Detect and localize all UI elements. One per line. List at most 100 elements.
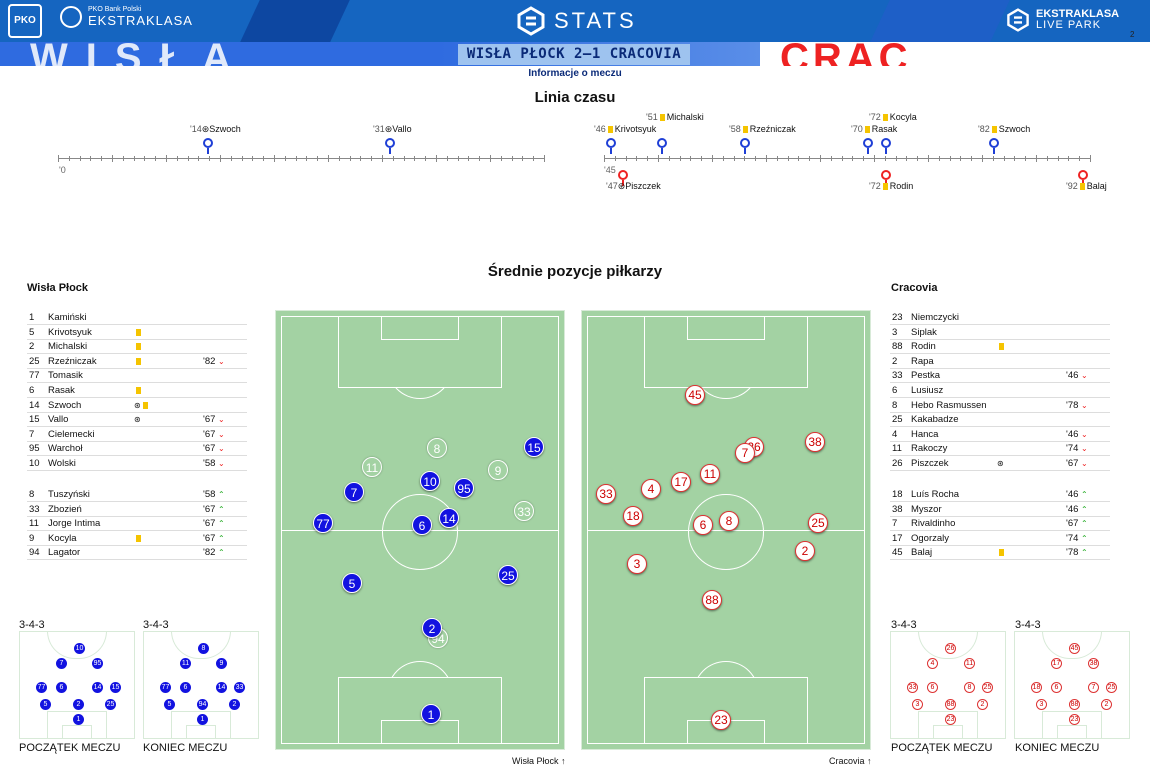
player-marker[interactable]: 5 <box>342 573 362 593</box>
lineup-row[interactable]: 18 Luís Rocha '46 ⌃ <box>890 488 1110 502</box>
lineup-row[interactable]: 7 Cielemecki '67 ⌄ <box>27 428 247 442</box>
player-marker[interactable]: 18 <box>623 506 643 526</box>
lineup-row[interactable]: 5 Krivotsyuk <box>27 326 247 340</box>
player-marker[interactable]: 6 <box>412 515 432 535</box>
lineup-row[interactable]: 15 Vallo ⊛ '67 ⌄ <box>27 413 247 428</box>
lineup-row[interactable]: 2 Michalski <box>27 340 247 355</box>
player-marker[interactable]: 14 <box>439 508 459 528</box>
player-marker[interactable]: 23 <box>711 710 731 730</box>
timeline-pin-icon[interactable] <box>1078 170 1088 186</box>
timeline-tick <box>360 156 362 161</box>
player-marker[interactable]: 1 <box>421 704 441 724</box>
timeline-pin-icon[interactable] <box>989 138 999 154</box>
timeline-tick <box>938 156 940 161</box>
goal-icon: ⊛ <box>201 124 210 134</box>
timeline-tick <box>133 156 135 161</box>
lineup-row[interactable]: 8 Tuszyński '58 ⌃ <box>27 488 247 502</box>
timeline-pin-icon[interactable] <box>385 138 395 154</box>
lineup-row[interactable]: 6 Lusiusz <box>890 384 1110 398</box>
lineup-row[interactable]: 7 Rivaldinho '67 ⌃ <box>890 517 1110 532</box>
timeline-pin-icon[interactable] <box>618 170 628 186</box>
timeline-tick <box>446 156 448 161</box>
lineup-row[interactable]: 25 Kakabadze <box>890 413 1110 428</box>
league-sponsor: PKO Bank Polski <box>88 6 142 13</box>
player-marker[interactable]: 7 <box>344 482 364 502</box>
lineup-row[interactable]: 11 Jorge Intima '67 ⌃ <box>27 517 247 532</box>
match-info-link[interactable]: Informacje o meczu <box>528 68 622 79</box>
timeline-tick <box>436 155 437 162</box>
timeline-tick <box>58 155 59 162</box>
player-number: 26 <box>892 458 903 469</box>
lineup-row[interactable]: 2 Rapa <box>890 355 1110 369</box>
player-marker[interactable]: 33 <box>596 484 616 504</box>
timeline-pin-icon[interactable] <box>657 138 667 154</box>
lineup-row[interactable]: 4 Hanca '46 ⌄ <box>890 428 1110 442</box>
player-marker[interactable]: 25 <box>498 565 518 585</box>
player-marker[interactable]: 15 <box>524 437 544 457</box>
player-marker[interactable]: 3 <box>627 554 647 574</box>
timeline-pin-icon[interactable] <box>881 138 891 154</box>
player-marker[interactable]: 7 <box>735 443 755 463</box>
timeline-tick <box>1036 155 1037 162</box>
player-marker[interactable]: 38 <box>805 432 825 452</box>
player-marker[interactable]: 33 <box>514 501 534 521</box>
formation-board: 26 4 11 33 6 8 25 3 88 2 23 <box>890 631 1006 739</box>
player-marker[interactable]: 77 <box>313 513 333 533</box>
player-marker[interactable]: 17 <box>671 472 691 492</box>
yellow-card-icon <box>136 328 141 336</box>
player-marker[interactable]: 95 <box>454 478 474 498</box>
lineup-row[interactable]: 17 Ogorzaly '74 ⌃ <box>890 532 1110 546</box>
player-marker[interactable]: 10 <box>420 471 440 491</box>
yellow-card-icon <box>136 357 141 365</box>
event-minute: '47 <box>606 181 618 191</box>
player-name: Luís Rocha <box>911 489 960 500</box>
lineup-row[interactable]: 10 Wolski '58 ⌄ <box>27 457 247 471</box>
timeline-pin-icon[interactable] <box>881 170 891 186</box>
timeline-pin-icon[interactable] <box>203 138 213 154</box>
lineup-row[interactable]: 3 Siplak <box>890 326 1110 340</box>
lineup-row[interactable]: 33 Pestka '46 ⌄ <box>890 369 1110 384</box>
yellow-card-icon <box>136 343 141 351</box>
lineup-row[interactable]: 77 Tomasik <box>27 369 247 384</box>
timeline-pin-icon[interactable] <box>740 138 750 154</box>
lineup-row[interactable]: 14 Szwoch ⊛ <box>27 399 247 413</box>
timeline-pin-icon[interactable] <box>863 138 873 154</box>
player-marker[interactable]: 9 <box>488 460 508 480</box>
player-marker[interactable]: 25 <box>808 513 828 533</box>
formation-player: 7 <box>56 658 67 669</box>
player-marker[interactable]: 6 <box>693 515 713 535</box>
lineup-row[interactable]: 25 Rzeźniczak '82 ⌄ <box>27 355 247 369</box>
player-marker[interactable]: 8 <box>427 438 447 458</box>
timeline-tick <box>1046 156 1048 161</box>
lineup-row[interactable]: 11 Rakoczy '74 ⌄ <box>890 442 1110 457</box>
lineup-row[interactable]: 26 Piszczek ⊛ '67 ⌄ <box>890 457 1110 471</box>
player-name: Zbozień <box>48 503 82 515</box>
timeline-tick <box>604 155 605 162</box>
player-marker[interactable]: 2 <box>795 541 815 561</box>
lineup-row[interactable]: 1 Kamiński <box>27 311 247 325</box>
player-marker[interactable]: 45 <box>685 385 705 405</box>
player-marker[interactable]: 11 <box>700 464 720 484</box>
lineup-row[interactable]: 95 Warchoł '67 ⌄ <box>27 442 247 457</box>
event-minute: '14 <box>190 124 202 134</box>
lineup-row[interactable]: 45 Balaj '78 ⌃ <box>890 546 1110 561</box>
player-marker[interactable]: 2 <box>422 618 442 638</box>
lineup-row[interactable]: 94 Lagator '82 ⌃ <box>27 546 247 561</box>
player-number: 38 <box>892 503 903 515</box>
lineup-row[interactable]: 88 Rodin <box>890 340 1110 355</box>
lineup-row[interactable]: 8 Hebo Rasmussen '78 ⌄ <box>890 399 1110 413</box>
player-marker[interactable]: 88 <box>702 590 722 610</box>
lineup-row[interactable]: 6 Rasak <box>27 384 247 398</box>
lineup-row[interactable]: 9 Kocyla '67 ⌃ <box>27 532 247 546</box>
event-player: Krivotsyuk <box>614 124 657 134</box>
player-marker[interactable]: 11 <box>362 457 382 477</box>
timeline-pin-icon[interactable] <box>606 138 616 154</box>
substitution: '67 ⌄ <box>203 428 225 442</box>
lineup-row[interactable]: 23 Niemczycki <box>890 311 1110 325</box>
lineup-row[interactable]: 38 Myszor '46 ⌃ <box>890 503 1110 517</box>
timeline-tick <box>349 156 351 161</box>
player-marker[interactable]: 8 <box>719 511 739 531</box>
player-marker[interactable]: 4 <box>641 479 661 499</box>
lineup-row[interactable]: 33 Zbozień '67 ⌃ <box>27 503 247 517</box>
formation-player: 1 <box>73 714 84 725</box>
